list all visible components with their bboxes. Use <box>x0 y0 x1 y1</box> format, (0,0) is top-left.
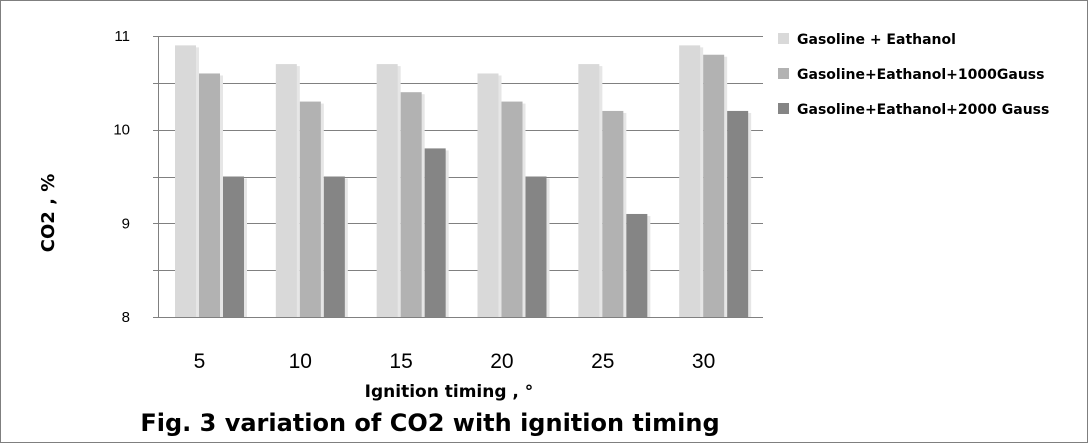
bar-rect <box>275 64 297 317</box>
x-tick-label: 5 <box>194 350 206 373</box>
bar <box>323 176 348 317</box>
y-tick-labels: 8 9 10 11 <box>113 28 130 326</box>
legend: Gasoline + Eathanol Gasoline+Eathanol+100… <box>778 32 1049 118</box>
bar-rect <box>501 101 523 317</box>
bar-rect <box>578 64 600 317</box>
bar-rect <box>199 73 220 317</box>
y-tick-label: 10 <box>113 122 130 139</box>
bar-rect <box>424 148 446 317</box>
bar <box>602 110 627 317</box>
y-tick-label: 9 <box>122 215 130 232</box>
bar-rect <box>525 176 547 317</box>
bar <box>299 101 324 317</box>
bar-rect <box>175 45 196 317</box>
bar <box>199 73 223 317</box>
legend-swatch <box>778 33 789 44</box>
bar-rect <box>400 92 422 317</box>
bar-rect <box>299 101 321 317</box>
bar <box>376 64 401 317</box>
bar-rect <box>679 45 701 317</box>
x-tick-label: 15 <box>389 350 412 373</box>
bar-rect <box>703 54 725 317</box>
bar-rect <box>727 110 749 317</box>
bar <box>679 45 704 317</box>
legend-swatch <box>778 103 789 114</box>
bar-rect <box>602 110 624 317</box>
legend-item: Gasoline + Eathanol <box>778 32 956 48</box>
bar <box>275 64 300 317</box>
bar <box>626 213 651 317</box>
bar-rect <box>376 64 398 317</box>
bar <box>400 92 425 317</box>
bar <box>727 110 752 317</box>
axes <box>158 36 763 318</box>
legend-label: Gasoline+Eathanol+1000Gauss <box>797 67 1044 83</box>
bars <box>175 45 752 317</box>
legend-label: Gasoline+Eathanol+2000 Gauss <box>797 102 1049 118</box>
y-tick-label: 11 <box>114 28 130 45</box>
legend-swatch <box>778 68 789 79</box>
legend-item: Gasoline+Eathanol+2000 Gauss <box>778 102 1049 118</box>
x-tick-label: 30 <box>692 350 715 373</box>
bar-rect <box>223 176 244 317</box>
bar <box>525 176 550 317</box>
bar <box>424 148 449 317</box>
x-tick-label: 20 <box>490 350 513 373</box>
gridlines <box>153 36 763 318</box>
bar <box>477 73 502 317</box>
x-axis-title: Ignition timing , ° <box>365 382 534 402</box>
bar <box>703 54 728 317</box>
bar-rect <box>626 213 648 317</box>
bar <box>175 45 199 317</box>
bar <box>578 64 603 317</box>
bar-rect <box>323 176 345 317</box>
bar <box>223 176 247 317</box>
x-tick-labels: 5 10 15 20 25 30 <box>194 350 716 373</box>
legend-label: Gasoline + Eathanol <box>797 32 956 48</box>
figure-caption: Fig. 3 variation of CO2 with ignition ti… <box>140 409 719 437</box>
y-tick-label: 8 <box>122 309 130 326</box>
y-axis-title: CO2 , % <box>38 174 59 252</box>
x-tick-label: 10 <box>289 350 312 373</box>
bar <box>501 101 526 317</box>
bar-rect <box>477 73 499 317</box>
legend-item: Gasoline+Eathanol+1000Gauss <box>778 67 1044 83</box>
x-tick-label: 25 <box>591 350 614 373</box>
